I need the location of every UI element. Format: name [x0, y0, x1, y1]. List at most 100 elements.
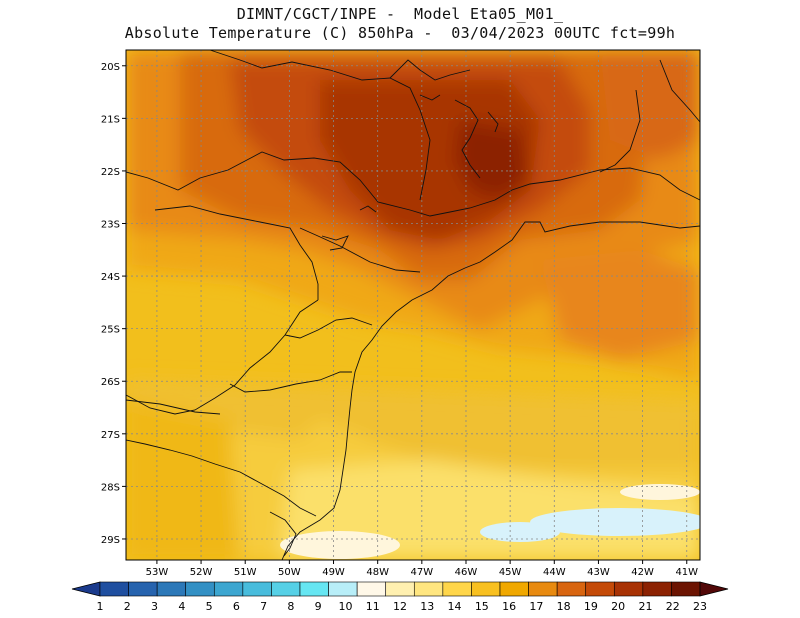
title-line-1: DIMNT/CGCT/INPE - Model Eta05_M01_ — [236, 5, 564, 23]
colorbar-swatch — [413, 581, 444, 597]
coastline — [281, 221, 701, 561]
latitude-axis: 20S 21S 22S 23S 24S 25S 26S 27S 28S 29S — [101, 62, 126, 546]
reservoir — [487, 111, 499, 133]
graticule — [126, 50, 700, 560]
pale-patch — [280, 531, 400, 559]
state-border — [125, 399, 221, 415]
colorbar-label: 3 — [151, 600, 158, 613]
colorbar-label: 8 — [287, 600, 294, 613]
colorbar-label: 10 — [338, 600, 352, 613]
colorbar-label: 20 — [611, 600, 625, 613]
state-border — [284, 317, 373, 339]
colorbar-label: 5 — [206, 600, 213, 613]
colorbar-swatch — [242, 581, 272, 597]
lon-label: 41W — [675, 567, 698, 578]
colorbar-swatch — [585, 581, 615, 597]
lon-label: 43W — [587, 567, 610, 578]
map-frame — [125, 49, 701, 561]
colorbar-swatch — [128, 581, 158, 597]
colorbar-swatch — [185, 581, 215, 597]
state-border — [389, 59, 471, 81]
cool-patch — [530, 508, 700, 536]
state-border — [659, 59, 701, 123]
lon-label: 47W — [411, 567, 434, 578]
colorbar-swatch — [299, 581, 329, 597]
colorbar-swatch — [271, 581, 301, 597]
lat-label: 20S — [101, 62, 120, 73]
cool-patch — [480, 522, 560, 542]
lon-label: 48W — [366, 567, 389, 578]
longitude-axis: 53W 52W 51W 50W 49W 48W 47W 46W 45W 44W 43W 42W 41W — [146, 560, 698, 578]
colorbar-swatch — [471, 581, 501, 597]
state-border — [299, 227, 421, 273]
state-border — [269, 511, 297, 557]
reservoir — [419, 94, 441, 101]
lat-label: 25S — [101, 325, 120, 336]
colorbar-swatch — [671, 581, 701, 597]
colorbar-label: 7 — [260, 600, 267, 613]
colorbar-swatch — [356, 581, 387, 597]
colorbar-swatch — [213, 581, 244, 597]
colorbar-swatch — [442, 581, 472, 597]
colorbar-label: 14 — [448, 600, 462, 613]
colorbar-label: 17 — [529, 600, 543, 613]
colorbar-label: 16 — [502, 600, 516, 613]
lat-label: 22S — [101, 167, 120, 178]
lat-label: 26S — [101, 377, 120, 388]
lat-label: 21S — [101, 114, 120, 125]
colorbar-label: 21 — [638, 600, 652, 613]
colorbar-label: 2 — [124, 600, 131, 613]
lat-label: 28S — [101, 482, 120, 493]
colorbar-label: 9 — [315, 600, 322, 613]
colorbar-label: 22 — [666, 600, 680, 613]
lat-label: 24S — [101, 272, 120, 283]
title-line-2: Absolute Temperature (C) 850hPa - 03/04/… — [124, 24, 676, 42]
colorbar-swatch — [385, 581, 415, 597]
colorbar-label: 13 — [420, 600, 434, 613]
colorbar-swatch — [156, 581, 187, 597]
colorbar-label: 4 — [178, 600, 185, 613]
lat-label: 27S — [101, 430, 120, 441]
reservoir — [359, 205, 377, 213]
colorbar-swatch — [642, 581, 672, 597]
colorbar-label: 19 — [584, 600, 598, 613]
political-boundaries — [125, 49, 701, 561]
lat-label: 29S — [101, 535, 120, 546]
colorbar-swatch — [99, 581, 129, 597]
reservoir — [454, 99, 481, 179]
colorbar-arrow-left — [71, 581, 101, 597]
pale-patch — [620, 484, 700, 500]
colorbar-label: 6 — [233, 600, 240, 613]
lon-label: 46W — [455, 567, 478, 578]
state-border — [599, 89, 641, 173]
colorbar-swatch — [328, 581, 358, 597]
state-border — [209, 49, 431, 201]
colorbar-swatch — [613, 581, 644, 597]
lon-label: 52W — [190, 567, 213, 578]
lon-label: 50W — [278, 567, 301, 578]
lon-label: 51W — [234, 567, 257, 578]
temperature-field — [126, 50, 700, 560]
colorbar-swatch — [499, 581, 529, 597]
colorbar-label: 12 — [393, 600, 407, 613]
colorbar-label: 18 — [557, 600, 571, 613]
lon-label: 44W — [543, 567, 566, 578]
lon-label: 42W — [631, 567, 654, 578]
colorbar-label: 15 — [475, 600, 489, 613]
colorbar-label: 23 — [693, 600, 707, 613]
reservoir — [321, 235, 349, 251]
colorbar-swatch — [528, 581, 558, 597]
lon-label: 49W — [322, 567, 345, 578]
state-border — [125, 439, 317, 517]
colorbar-label: 11 — [366, 600, 380, 613]
state-border — [125, 299, 319, 415]
colorbar-swatch — [556, 581, 587, 597]
state-border — [229, 371, 352, 393]
lon-label: 53W — [146, 567, 169, 578]
colorbar: 1 2 3 4 5 6 7 8 9 10 11 12 13 14 15 16 17 18 19 20 21 22 23 — [71, 581, 729, 613]
state-border — [154, 205, 319, 300]
colorbar-label: 1 — [97, 600, 104, 613]
colorbar-arrow-right — [699, 581, 729, 597]
lon-label: 45W — [499, 567, 522, 578]
